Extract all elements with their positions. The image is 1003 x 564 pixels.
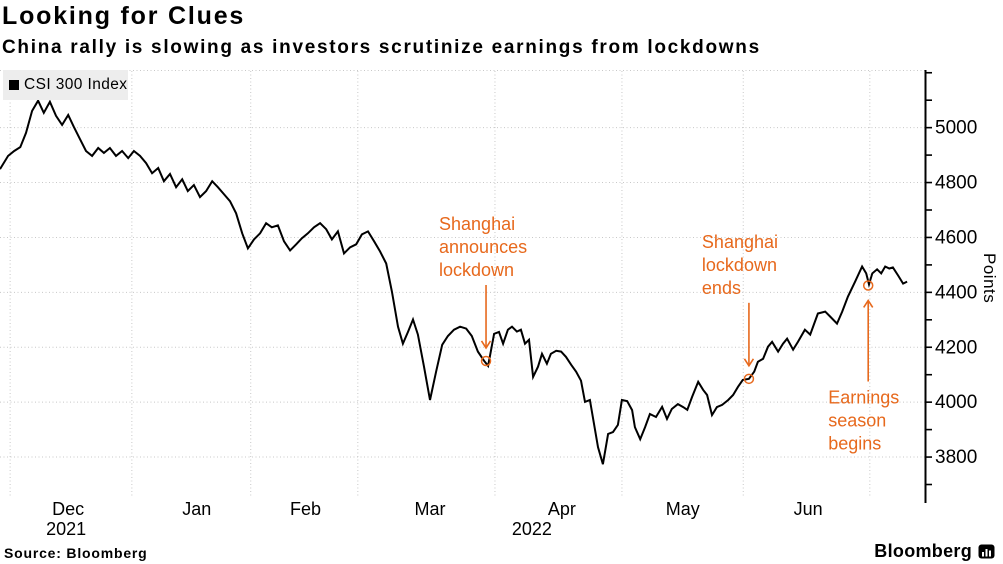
annotation-arrowhead-icon — [863, 299, 874, 308]
annotation-marker — [480, 355, 492, 367]
annotation-marker — [862, 280, 874, 291]
legend-label: CSI 300 Index — [24, 76, 128, 93]
chart-title: Looking for Clues — [2, 2, 246, 30]
x-tick-label: Mar — [415, 499, 446, 519]
annotation-text: season — [828, 410, 886, 430]
source-note: Source: Bloomberg — [4, 545, 148, 561]
bloomberg-wordmark: Bloomberg — [874, 541, 972, 561]
x-year-label: 2022 — [512, 519, 552, 539]
annotation-text: begins — [828, 433, 881, 453]
x-tick-label: May — [666, 499, 700, 519]
annotation-text: Shanghai — [439, 214, 515, 234]
legend-swatch-icon — [9, 80, 19, 90]
annotation-earnings-season-begins: Earnings season begins — [828, 280, 899, 453]
x-tick-label: Jan — [182, 499, 211, 519]
annotation-text: lockdown — [439, 260, 514, 280]
x-tick-label: Dec — [52, 499, 84, 519]
y-tick-label: 4600 — [935, 227, 977, 248]
annotation-shanghai-announces-lockdown: Shanghai announces lockdown — [439, 214, 527, 367]
csi300-line — [0, 98, 908, 465]
chart-subtitle: China rally is slowing as investors scru… — [2, 37, 761, 58]
x-tick-label: Jun — [794, 499, 823, 519]
annotation-text: lockdown — [702, 255, 777, 275]
y-tick-label: 4800 — [935, 173, 977, 194]
annotation-text: Earnings — [828, 387, 899, 407]
x-tick-label: Apr — [548, 499, 576, 519]
x-tick-label: Feb — [290, 499, 321, 519]
y-tick-label: 4000 — [935, 392, 977, 413]
annotation-arrowhead-icon — [480, 340, 492, 350]
x-year-label: 2021 — [46, 519, 86, 539]
y-tick-label: 3800 — [935, 447, 977, 468]
annotation-marker — [743, 373, 755, 385]
bloomberg-logo-icon — [978, 544, 995, 558]
legend: CSI 300 Index — [3, 70, 128, 100]
annotation-text: announces — [439, 237, 527, 257]
annotation-arrowhead-icon — [743, 358, 755, 368]
bloomberg-logo: Bloomberg — [874, 541, 995, 562]
y-tick-label: 4200 — [935, 337, 977, 358]
annotation-shanghai-lockdown-ends: Shanghai lockdown ends — [702, 232, 778, 385]
y-tick-label: 5000 — [935, 118, 977, 139]
annotation-text: ends — [702, 278, 741, 298]
y-axis-title: Points — [980, 253, 999, 304]
y-tick-label: 4400 — [935, 282, 977, 303]
annotation-text: Shanghai — [702, 232, 778, 252]
